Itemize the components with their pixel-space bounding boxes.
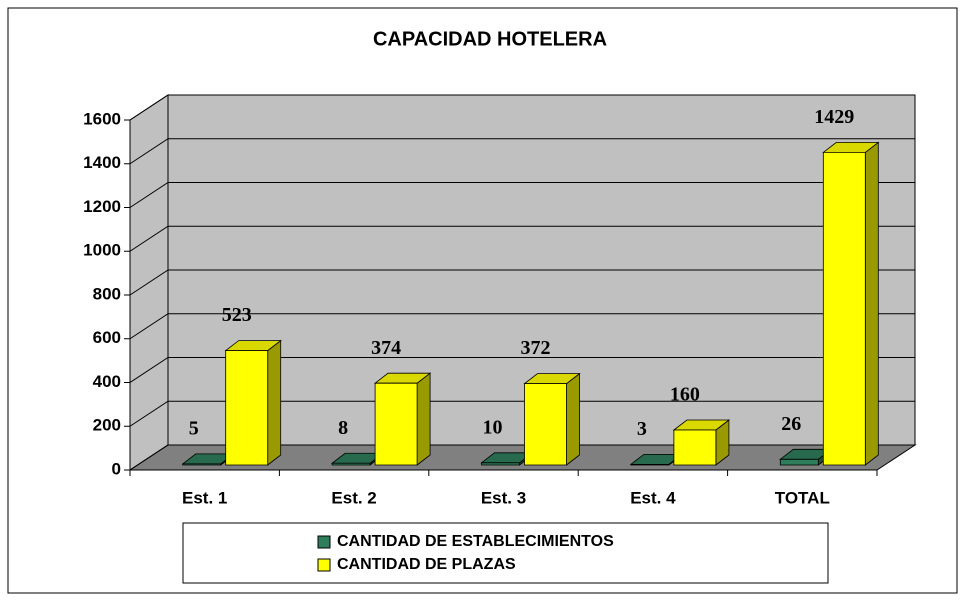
bar — [822, 141, 880, 466]
x-tick-label: Est. 3 — [481, 488, 526, 507]
value-label: 8 — [338, 417, 348, 439]
y-tick-label: 200 — [93, 416, 121, 435]
grid-line — [129, 400, 915, 427]
y-tick-label: 1000 — [83, 241, 121, 260]
legend-label: CANTIDAD DE PLAZAS — [337, 556, 516, 573]
y-tick-label: 600 — [93, 328, 121, 347]
x-tick-label: TOTAL — [775, 488, 830, 507]
grid-line — [129, 313, 915, 340]
bar — [224, 339, 282, 466]
value-label: 374 — [371, 337, 401, 359]
legend-label: CANTIDAD DE ESTABLECIMIENTOS — [337, 533, 614, 550]
value-label: 5 — [189, 418, 199, 440]
chart-title: CAPACIDAD HOTELERA — [373, 28, 607, 50]
grid-line — [129, 138, 915, 165]
bar-face — [225, 350, 269, 466]
bar-face — [374, 382, 418, 466]
bar — [672, 419, 731, 466]
y-tick-label: 800 — [93, 284, 121, 303]
bar-face — [331, 462, 371, 466]
grid-line — [129, 269, 915, 296]
value-label: 10 — [483, 416, 503, 438]
bar — [373, 372, 432, 466]
bar-face — [864, 141, 879, 466]
x-tick-label: Est. 2 — [331, 488, 376, 507]
value-label: 160 — [670, 384, 700, 406]
grid-line — [129, 444, 915, 471]
value-label: 372 — [521, 337, 551, 359]
value-label: 1429 — [814, 106, 854, 128]
bar-face — [267, 339, 282, 466]
bar-face — [673, 429, 717, 466]
bar-face — [182, 463, 222, 466]
bar-face — [779, 458, 819, 466]
grid-line — [129, 94, 915, 121]
y-tick-label: 1200 — [83, 197, 121, 216]
grid-line — [129, 225, 915, 252]
legend-swatch — [317, 535, 331, 549]
x-tick-label: Est. 4 — [630, 488, 676, 507]
legend-box — [182, 522, 829, 584]
bar — [480, 452, 534, 466]
value-label: 26 — [781, 413, 801, 435]
bar-face — [481, 462, 520, 466]
grid-line — [129, 357, 915, 383]
y-tick-label: 400 — [93, 372, 121, 391]
bar-face — [822, 152, 866, 466]
value-label: 3 — [637, 418, 647, 440]
bar-face — [630, 463, 670, 466]
bar-face — [524, 383, 567, 466]
y-tick-label: 0 — [112, 459, 121, 478]
bar — [523, 372, 581, 466]
y-tick-label: 1400 — [83, 153, 121, 172]
x-tick-label: Est. 1 — [182, 488, 227, 507]
legend-swatch — [317, 558, 331, 572]
grid-line — [129, 182, 915, 208]
value-label: 523 — [222, 304, 252, 326]
y-tick-label: 1600 — [83, 109, 121, 128]
bar-face — [566, 372, 580, 466]
bar-face — [416, 372, 431, 466]
